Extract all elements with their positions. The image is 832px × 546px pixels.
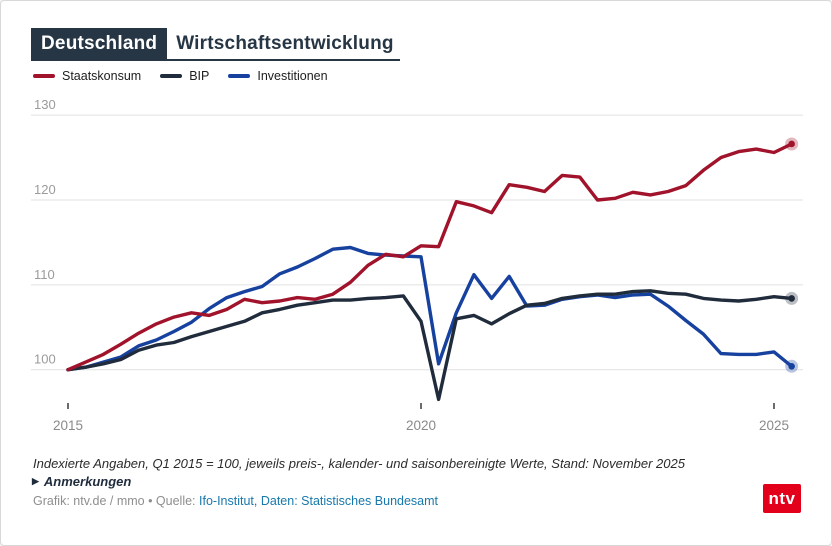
series-line-staatskonsum	[66, 142, 794, 372]
triangle-right-icon: ▶	[32, 476, 39, 486]
source-link[interactable]: Ifo-Institut, Daten: Statistisches Bunde…	[199, 494, 439, 508]
legend-label: Investitionen	[257, 69, 328, 83]
y-axis-label: 100	[34, 352, 56, 367]
page-title: Deutschland Wirtschaftsentwicklung	[31, 28, 400, 61]
legend-dash-bip	[160, 73, 183, 79]
legend-dash-staatskonsum	[33, 73, 55, 79]
title-text: Wirtschaftsentwicklung	[167, 28, 400, 61]
chart-footnote: Indexierte Angaben, Q1 2015 = 100, jewei…	[33, 456, 685, 471]
x-axis-label: 2020	[406, 418, 436, 433]
source-prefix: Grafik: ntv.de / mmo • Quelle:	[33, 494, 200, 508]
annotations-label: Anmerkungen	[43, 474, 132, 489]
legend-label: BIP	[189, 69, 210, 83]
y-axis-label: 120	[34, 182, 56, 197]
source-line: Grafik: ntv.de / mmo • Quelle: Ifo-Insti…	[33, 494, 438, 508]
y-axis-label: 130	[34, 97, 56, 112]
legend-item-investitionen: Investitionen	[228, 69, 328, 83]
y-axis-label: 110	[34, 267, 55, 282]
series-endpoint-dot	[788, 295, 795, 302]
series-endpoint-dot	[788, 363, 795, 370]
legend-item-staatskonsum: Staatskonsum	[33, 69, 141, 83]
x-axis-label: 2025	[759, 418, 789, 433]
annotations-toggle[interactable]: ▶ Anmerkungen	[32, 474, 131, 489]
legend-dash-investitionen	[228, 73, 251, 79]
series-endpoint-dot	[788, 140, 795, 148]
series-line-investitionen	[66, 245, 794, 372]
legend-label: Staatskonsum	[62, 69, 142, 83]
ntv-logo: ntv	[763, 484, 801, 513]
legend-item-bip: BIP	[160, 69, 209, 83]
title-badge: Deutschland	[31, 28, 168, 61]
x-axis-label: 2015	[53, 418, 83, 433]
series-line-bip	[66, 289, 794, 402]
legend: Staatskonsum BIP Investitionen	[33, 69, 328, 83]
